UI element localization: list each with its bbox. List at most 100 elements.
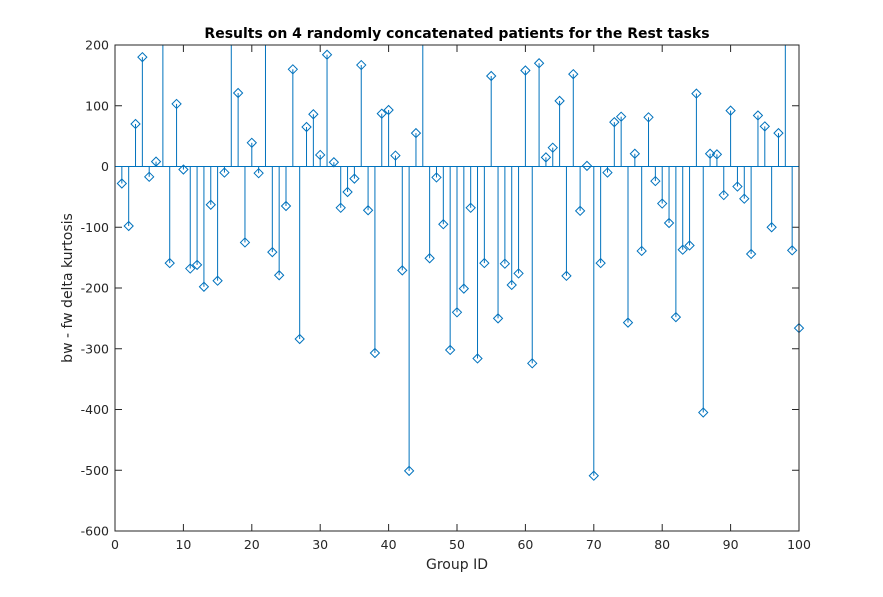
- y-tick-label: -100: [81, 220, 109, 235]
- stem-marker: [137, 51, 148, 63]
- y-tick-label: -600: [81, 524, 109, 539]
- stem-marker: [547, 142, 558, 153]
- x-tick-label: 40: [381, 537, 397, 552]
- stem-marker: [273, 270, 285, 281]
- stem-marker: [609, 116, 620, 128]
- stem-marker: [294, 333, 305, 345]
- stem-marker: [684, 240, 695, 251]
- x-tick-label: 60: [517, 537, 533, 552]
- x-tick-label: 50: [449, 537, 465, 552]
- stem-marker: [650, 175, 661, 187]
- stem-marker: [691, 88, 702, 99]
- stem-marker: [198, 281, 210, 292]
- stem-marker: [301, 121, 312, 133]
- stem-marker: [123, 220, 134, 232]
- stem-marker: [602, 167, 613, 178]
- x-tick-label: 0: [111, 537, 119, 552]
- stem-marker: [178, 164, 189, 175]
- stem-marker: [424, 253, 435, 264]
- stem-marker: [116, 178, 128, 189]
- stem-marker: [410, 127, 422, 139]
- stem-marker: [759, 121, 771, 132]
- x-tick-label: 80: [654, 537, 670, 552]
- stem-marker: [362, 205, 374, 216]
- stem-marker: [745, 248, 757, 260]
- stem-marker: [711, 149, 723, 160]
- stem-marker: [698, 407, 709, 418]
- y-tick-label: -500: [81, 463, 109, 478]
- stem-marker: [595, 257, 606, 269]
- stem-marker: [349, 173, 360, 184]
- stem-marker: [704, 148, 716, 159]
- x-axis-label: Group ID: [426, 557, 488, 573]
- stem-marker: [506, 279, 517, 291]
- stem-marker: [533, 58, 545, 69]
- stem-marker: [253, 167, 264, 179]
- x-tick-label: 30: [312, 537, 328, 552]
- stem-marker: [554, 95, 565, 107]
- stem-marker: [615, 111, 627, 122]
- y-tick-label: 0: [101, 159, 109, 174]
- stem-marker: [143, 171, 155, 183]
- stems: [121, 45, 800, 476]
- stem-marker: [451, 307, 463, 318]
- stem-marker: [205, 199, 216, 210]
- stem-marker: [540, 152, 552, 163]
- stem-marker: [246, 137, 258, 149]
- stem-marker: [403, 465, 415, 477]
- stem-marker: [171, 98, 182, 110]
- stem-marker: [219, 167, 230, 178]
- stem-marker: [574, 205, 586, 217]
- stem-marker: [568, 68, 579, 80]
- x-tick-label: 100: [787, 537, 811, 552]
- stem-marker: [431, 172, 442, 183]
- y-tick-label: -400: [81, 402, 109, 417]
- stem-marker: [479, 257, 490, 269]
- stem-marker: [191, 259, 203, 271]
- stem-marker: [308, 109, 319, 120]
- x-tick-label: 10: [175, 537, 191, 552]
- stem-marker: [527, 358, 538, 369]
- x-tick-label: 20: [244, 537, 260, 552]
- stem-marker: [520, 65, 531, 76]
- stem-marker: [786, 245, 798, 256]
- stem-marker: [766, 222, 777, 233]
- stem-marker: [130, 118, 141, 130]
- x-tick-label: 70: [586, 537, 602, 552]
- markers: [116, 49, 805, 481]
- stem-marker: [444, 344, 456, 356]
- stem-marker: [499, 258, 511, 269]
- stem-marker: [335, 202, 346, 214]
- stem-marker: [369, 347, 381, 359]
- x-tick-label: 90: [723, 537, 739, 552]
- y-tick-label: 200: [85, 38, 109, 53]
- stem-marker: [267, 246, 278, 258]
- y-tick-label: 100: [85, 98, 109, 113]
- stem-marker: [643, 112, 654, 123]
- stem-marker: [732, 181, 743, 192]
- stem-marker: [492, 313, 504, 324]
- stem-marker: [164, 257, 175, 269]
- stem-marker: [342, 186, 353, 198]
- stem-marker: [561, 270, 572, 282]
- stem-marker: [656, 198, 668, 209]
- plot-frame: [114, 44, 800, 532]
- stem-marker: [314, 149, 326, 161]
- stem-marker: [232, 87, 244, 99]
- stem-marker: [718, 189, 729, 201]
- stem-marker: [629, 148, 641, 159]
- stem-marker: [356, 59, 367, 71]
- stem-marker: [376, 108, 387, 119]
- stem-marker: [239, 237, 251, 248]
- y-tick-label: -300: [81, 341, 109, 356]
- chart-title: Results on 4 randomly concatenated patie…: [204, 26, 709, 42]
- stem-marker: [287, 64, 299, 75]
- stem-marker: [458, 283, 470, 294]
- stem-marker: [739, 193, 750, 204]
- x-tick-labels: 0 10 20 30 40 50 60 70 80 90 100: [111, 537, 811, 552]
- stem-marker: [588, 470, 600, 481]
- y-axis-label: bw - fw delta kurtosis: [60, 213, 76, 363]
- stem-marker: [472, 353, 483, 364]
- stem-marker: [150, 156, 162, 167]
